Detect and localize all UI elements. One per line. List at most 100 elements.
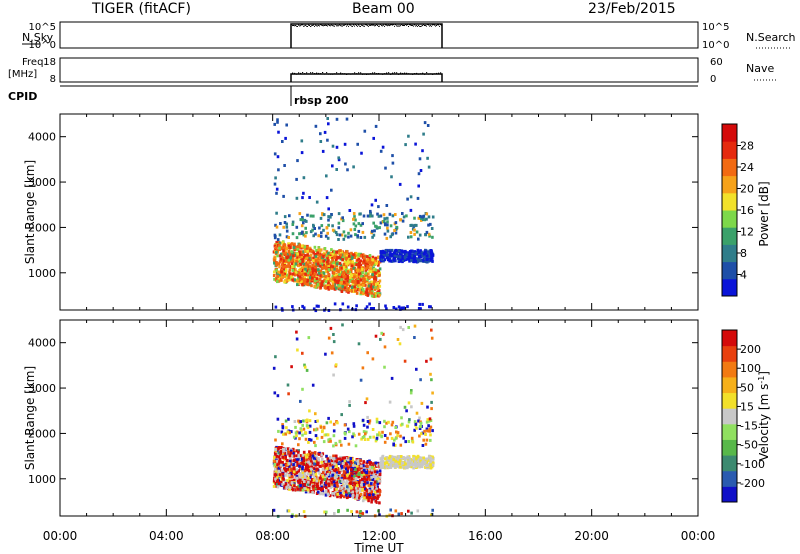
data-cell <box>303 452 306 456</box>
data-cell <box>313 440 316 444</box>
data-cell <box>274 469 278 473</box>
data-cell <box>318 254 321 258</box>
data-cell <box>279 252 283 256</box>
data-cell <box>404 249 407 253</box>
freq-sample <box>394 72 396 74</box>
data-cell <box>411 258 414 262</box>
data-cell <box>352 266 356 270</box>
data-cell <box>309 214 313 218</box>
data-cell <box>378 469 382 473</box>
data-cell <box>292 435 296 439</box>
data-cell <box>386 436 389 440</box>
nsky-rtick-top: 10^5 <box>702 22 729 33</box>
data-cell <box>334 275 338 279</box>
data-cell <box>381 430 384 434</box>
data-cell <box>366 415 369 419</box>
data-cell <box>344 469 348 473</box>
nsky-sample <box>410 24 411 26</box>
freq-sample <box>380 73 382 75</box>
data-cell <box>366 262 370 266</box>
freq-sample <box>308 73 310 75</box>
nsky-sample <box>336 25 337 27</box>
data-cell <box>386 254 389 258</box>
data-cell <box>329 215 332 219</box>
data-cell <box>298 232 301 236</box>
data-cell <box>322 484 325 488</box>
data-cell <box>300 487 303 491</box>
data-cell <box>322 213 326 217</box>
data-cell <box>357 283 361 287</box>
data-cell <box>409 256 413 259</box>
data-cell <box>314 475 318 479</box>
data-cell <box>299 218 303 222</box>
data-cell <box>333 255 337 259</box>
data-cell <box>325 250 329 254</box>
data-cell <box>306 253 309 257</box>
data-cell <box>421 218 425 221</box>
data-cell <box>399 434 402 438</box>
data-cell <box>360 483 363 487</box>
data-cell <box>290 262 294 266</box>
data-cell <box>305 256 309 260</box>
data-cell <box>429 433 432 437</box>
data-cell <box>293 273 297 277</box>
data-cell <box>333 283 336 287</box>
data-cell <box>369 267 373 271</box>
data-cell <box>337 226 341 230</box>
data-cell <box>400 455 403 458</box>
x-axis-label: Time UT <box>353 541 404 554</box>
data-cell <box>425 420 429 424</box>
data-cell <box>333 512 336 515</box>
nsky-sample <box>430 25 431 27</box>
data-cell <box>302 265 305 269</box>
data-cell <box>360 151 363 155</box>
data-cell <box>284 482 288 486</box>
data-cell <box>274 176 277 180</box>
data-cell <box>317 248 320 252</box>
data-cell <box>306 488 310 492</box>
nsky-sample <box>421 25 422 27</box>
nsky-sample <box>366 24 367 26</box>
data-cell <box>395 255 399 259</box>
data-cell <box>359 271 363 275</box>
data-cell <box>337 221 341 225</box>
data-cell <box>429 222 432 226</box>
data-cell <box>318 282 322 286</box>
data-cell <box>386 220 389 224</box>
data-cell <box>354 274 358 278</box>
data-cell <box>430 400 433 404</box>
data-cell <box>350 260 353 264</box>
data-cell <box>397 512 401 516</box>
data-cell <box>424 254 427 258</box>
data-cell <box>415 223 418 227</box>
data-cell <box>366 460 370 464</box>
data-cell <box>319 132 322 136</box>
data-cell <box>377 205 380 209</box>
data-cell <box>378 421 382 425</box>
data-cell <box>417 172 421 176</box>
data-cell <box>399 465 402 469</box>
data-cell <box>287 236 290 239</box>
nsky-sample <box>373 24 374 26</box>
freq-sample <box>440 72 442 74</box>
data-cell <box>348 271 351 274</box>
data-cell <box>353 228 357 231</box>
data-cell <box>353 492 357 495</box>
freq-tick-bottom: 8 <box>50 74 56 85</box>
data-cell <box>284 469 288 473</box>
data-cell <box>333 287 337 291</box>
freq-sample <box>372 72 374 74</box>
data-cell <box>362 460 365 464</box>
data-cell <box>356 279 360 283</box>
data-cell <box>410 249 413 253</box>
data-cell <box>309 282 312 286</box>
data-cell <box>363 280 367 283</box>
data-cell <box>333 273 337 277</box>
data-cell <box>364 290 368 294</box>
data-cell <box>325 469 329 473</box>
data-cell <box>309 465 313 469</box>
nsky-sample <box>386 24 387 26</box>
data-cell <box>306 265 310 269</box>
colorbar-swatch <box>722 345 737 362</box>
